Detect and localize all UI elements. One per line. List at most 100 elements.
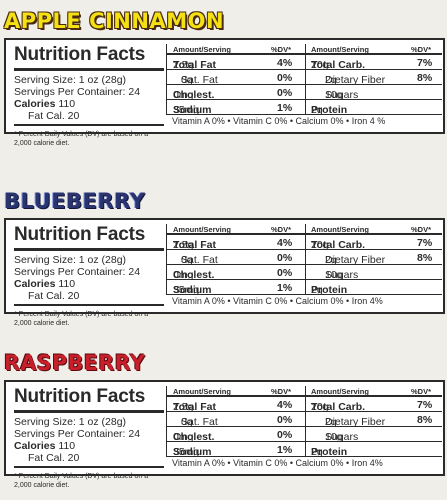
nutrient-label: Total Fat [173, 59, 216, 71]
nutrient-label: Sat. Fat [181, 254, 218, 266]
dv-header-right: %DV* [411, 387, 432, 396]
nutrition-facts-panel: Nutrition Facts Serving Size: 1 oz (28g) S… [4, 218, 445, 327]
nutrient-label: Protein [311, 284, 348, 296]
nutrient-amount: 10g [325, 89, 343, 101]
nutrient-dv: 0% [277, 252, 293, 264]
calories-label: Calories [14, 98, 56, 110]
amount-serving-header-right: Amount/Serving [311, 387, 369, 396]
nutrient-table: Amount/Serving %DV* Amount/Serving %DV* Tota… [166, 224, 442, 296]
nutrient-amount: 20g [311, 59, 329, 71]
nutrient-dv: 8% [417, 252, 433, 264]
flavor-title-raspberry: RASPBERRY [4, 351, 146, 375]
nutrient-label: Protein [311, 104, 348, 116]
dv-header-right: %DV* [411, 225, 432, 234]
nutrient-label: Dietary Fiber [325, 416, 386, 428]
nutrient-label: Cholest. [173, 269, 215, 281]
nutrient-label: Dietary Fiber [325, 74, 386, 86]
nutrient-amount: 0mg [173, 89, 194, 101]
nutrition-facts-panel: Nutrition Facts Serving Size: 1 oz (28g) S… [4, 38, 445, 147]
nutrient-amount: 20g [311, 401, 329, 413]
nutrient-amount: 2g [325, 416, 337, 428]
nutrient-table: Amount/Serving %DV* Amount/Serving %DV* Tota… [166, 386, 442, 458]
nutrition-summary: Nutrition Facts Serving Size: 1 oz (28g) S… [14, 386, 164, 490]
nutrient-dv: 8% [417, 414, 433, 426]
calories-value: 110 [58, 440, 76, 452]
nutrient-amount: 0mg [173, 269, 194, 281]
nutrient-table: Amount/Serving %DV* Amount/Serving %DV* Tota… [166, 44, 442, 116]
table-row: Sat. Fat 0g 0% Dietary Fiber 2g 8% [167, 412, 442, 428]
nutrient-amount: 2g [325, 74, 337, 86]
amount-serving-header-left: Amount/Serving [173, 387, 231, 396]
table-row: Sat. Fat 0g 0% Dietary Fiber 2g 8% [167, 250, 442, 266]
daily-value-footnote: * Percent Daily Values (DV) are based on… [14, 131, 149, 147]
table-row: Cholest. 0mg 0% Sugars 10g [167, 427, 442, 443]
nutrient-label: Sugars [325, 269, 359, 281]
nutrient-amount: 0mg [173, 431, 194, 443]
serving-size: Serving Size: 1 oz (28g) [14, 74, 127, 86]
nutrient-dv: 8% [417, 72, 433, 84]
nutrient-label: Cholest. [173, 89, 215, 101]
column-divider [305, 224, 306, 295]
nutrient-dv: 4% [277, 57, 293, 69]
nutrition-facts-title: Nutrition Facts [14, 386, 164, 413]
nutrient-dv: 0% [277, 72, 293, 84]
serving-size: Serving Size: 1 oz (28g) [14, 416, 127, 428]
nutrient-dv: 7% [417, 237, 433, 249]
nutrient-label: Sodium [173, 446, 212, 458]
vitamins-line: Vitamin A 0% • Vitamin C 0% • Calcium 0%… [172, 458, 383, 468]
nutrition-summary: Nutrition Facts Serving Size: 1 oz (28g) S… [14, 224, 164, 328]
nutrient-amount: 0g [181, 254, 193, 266]
nutrient-label: Dietary Fiber [325, 254, 386, 266]
column-divider [305, 386, 306, 457]
nutrient-amount: 2.5g [173, 239, 194, 251]
fat-calories: Fat Cal. 20 [14, 452, 164, 468]
nutrient-amount: 35mg [173, 446, 200, 458]
nutrient-label: Sugars [325, 89, 359, 101]
nutrient-amount: 2g [325, 254, 337, 266]
nutrient-amount: 10g [325, 431, 343, 443]
table-header: Amount/Serving %DV* Amount/Serving %DV* [167, 386, 442, 397]
servings-per-container: Servings Per Container: 24 [14, 86, 141, 98]
flavor-title-apple-cinnamon: APPLE CINNAMON [4, 9, 225, 33]
calories-line: Calories 110 [14, 278, 164, 290]
servings-per-container: Servings Per Container: 24 [14, 266, 141, 278]
nutrient-label: Protein [311, 446, 348, 458]
nutrient-amount: 2g [311, 284, 323, 296]
nutrient-dv: 1% [277, 444, 293, 456]
table-row: Sodium 35mg 1% Protein 2g [167, 442, 442, 458]
amount-serving-header-right: Amount/Serving [311, 225, 369, 234]
nutrient-amount: 35mg [173, 284, 200, 296]
table-row: Total Fat 2.5g 4% Total Carb. 20g 7% [167, 55, 442, 71]
nutrient-label: Total Carb. [311, 239, 366, 251]
amount-serving-header-left: Amount/Serving [173, 45, 231, 54]
nutrient-amount: 0g [181, 416, 193, 428]
fat-calories: Fat Cal. 20 [14, 290, 164, 306]
calories-label: Calories [14, 278, 56, 290]
nutrient-dv: 7% [417, 57, 433, 69]
nutrient-dv: 4% [277, 399, 293, 411]
nutrient-dv: 0% [277, 267, 293, 279]
calories-label: Calories [14, 440, 56, 452]
vitamins-line: Vitamin A 0% • Vitamin C 0% • Calcium 0%… [172, 296, 383, 306]
nutrient-amount: 0g [181, 74, 193, 86]
table-row: Sodium 35mg 1% Protein 2g [167, 100, 442, 116]
nutrient-label: Total Carb. [311, 59, 366, 71]
nutrient-dv: 0% [277, 414, 293, 426]
nutrition-facts-title: Nutrition Facts [14, 224, 164, 251]
calories-value: 110 [58, 278, 76, 290]
table-header: Amount/Serving %DV* Amount/Serving %DV* [167, 44, 442, 55]
calories-line: Calories 110 [14, 98, 164, 110]
table-row: Sodium 35mg 1% Protein 2g [167, 280, 442, 296]
dv-header-left: %DV* [271, 45, 292, 54]
nutrition-facts-panel: Nutrition Facts Serving Size: 1 oz (28g) S… [4, 380, 445, 489]
nutrient-dv: 1% [277, 102, 293, 114]
nutrient-label: Sat. Fat [181, 416, 218, 428]
nutrient-label: Sat. Fat [181, 74, 218, 86]
nutrient-dv: 0% [277, 429, 293, 441]
daily-value-footnote: * Percent Daily Values (DV) are based on… [14, 473, 149, 489]
nutrient-dv: 1% [277, 282, 293, 294]
daily-value-footnote: * Percent Daily Values (DV) are based on… [14, 311, 149, 327]
nutrient-label: Sodium [173, 104, 212, 116]
calories-line: Calories 110 [14, 440, 164, 452]
nutrition-facts-title: Nutrition Facts [14, 44, 164, 71]
